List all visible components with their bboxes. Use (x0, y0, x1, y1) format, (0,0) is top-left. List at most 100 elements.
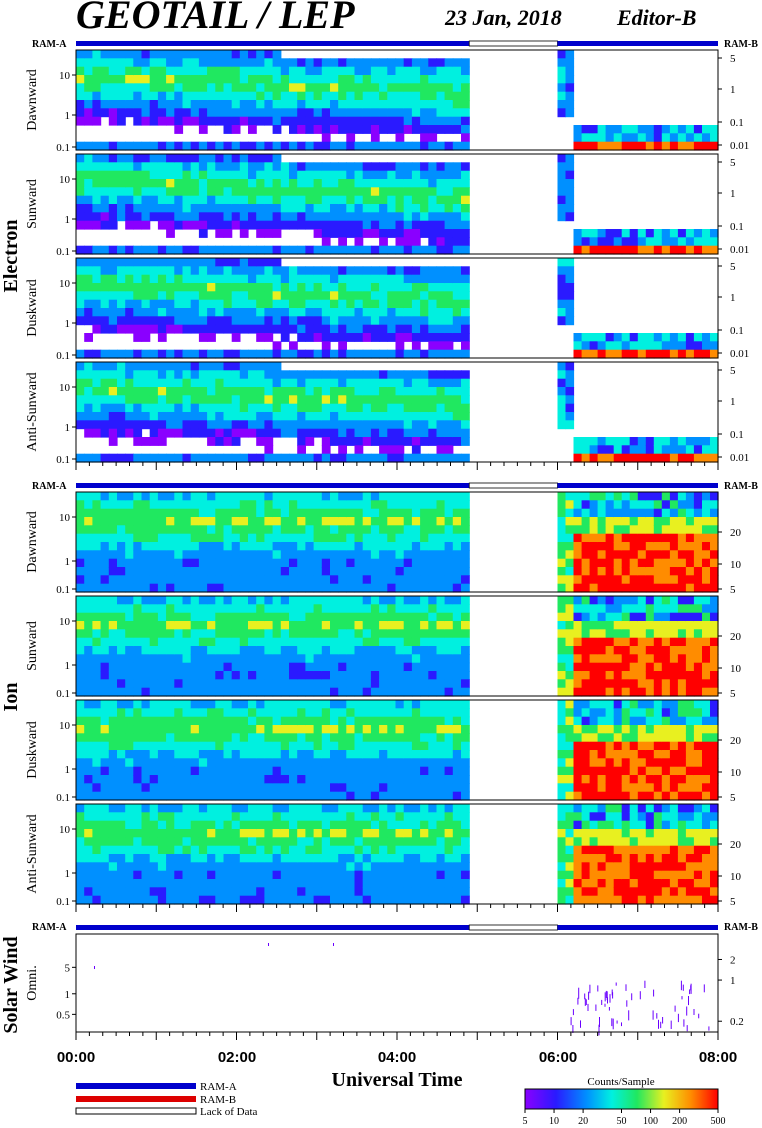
heatmap-cell (645, 700, 655, 709)
heatmap-cell (289, 420, 298, 430)
heatmap-cell (565, 395, 575, 405)
heatmap-cell (436, 437, 446, 446)
heatmap-cell (411, 700, 421, 709)
heatmap-cell (597, 133, 607, 143)
heatmap-cell (239, 525, 249, 535)
heatmap-cell (256, 437, 265, 446)
heatmap-cell (157, 804, 167, 813)
heatmap-cell (76, 492, 85, 501)
heatmap-cell (354, 187, 364, 197)
heatmap-cell (653, 550, 663, 560)
heatmap-cell (653, 733, 663, 743)
heatmap-cell (436, 370, 446, 380)
heatmap-cell (362, 758, 372, 768)
heatmap-cell (693, 637, 703, 647)
heatmap-cell (166, 725, 175, 734)
heatmap-cell (207, 324, 216, 334)
heatmap-cell (693, 596, 703, 605)
heatmap-cell (289, 83, 298, 93)
heatmap-cell (305, 299, 315, 309)
heatmap-cell (597, 750, 607, 759)
heatmap-cell (239, 283, 249, 292)
heatmap-cell (645, 445, 655, 455)
heatmap-cell (346, 662, 356, 672)
heatmap-cell (321, 91, 331, 101)
heatmap-cell (215, 550, 225, 560)
heatmap-cell (557, 783, 567, 793)
heatmap-cell (84, 837, 93, 847)
heatmap-cell (305, 612, 315, 622)
heatmap-cell (370, 791, 380, 801)
heatmap-cell (403, 733, 413, 743)
heatmap-cell (338, 237, 347, 247)
heatmap-cell (346, 266, 356, 276)
heatmap-cell (297, 629, 306, 639)
heatmap-cell (330, 525, 339, 535)
heatmap-cell (354, 299, 364, 309)
heatmap-cell (565, 533, 575, 543)
heatmap-cell (565, 629, 575, 639)
heatmap-cell (125, 804, 134, 813)
heatmap-cell (198, 50, 208, 59)
heatmap-cell (379, 542, 388, 551)
heatmap-cell (256, 629, 265, 639)
heatmap-cell (84, 687, 93, 697)
heatmap-cell (157, 83, 167, 93)
heatmap-cell (403, 437, 413, 446)
heatmap-cell (685, 708, 695, 718)
heatmap-cell (157, 887, 167, 897)
heatmap-cell (637, 533, 647, 543)
heatmap-cell (272, 791, 282, 801)
heatmap-cell (157, 453, 167, 463)
heatmap-cell (157, 316, 167, 326)
y-right-tick-label: 1 (730, 84, 736, 96)
heatmap-cell (223, 308, 233, 317)
heatmap-cell (157, 220, 167, 230)
heatmap-cell (239, 679, 249, 689)
heatmap-cell (444, 750, 454, 759)
heatmap-cell (198, 58, 208, 68)
heatmap-cell (76, 245, 85, 255)
heatmap-cell (661, 766, 671, 776)
heatmap-cell (157, 829, 167, 838)
heatmap-cell (661, 662, 671, 672)
heatmap-cell (677, 629, 687, 639)
heatmap-cell (629, 671, 639, 680)
heatmap-cell (597, 453, 607, 463)
heatmap-cell (313, 91, 323, 101)
heatmap-cell (420, 508, 429, 518)
heatmap-cell (305, 308, 315, 317)
heatmap-cell (182, 453, 192, 463)
heatmap-cell (557, 266, 567, 276)
heatmap-cell (354, 671, 364, 680)
heatmap-cell (166, 637, 175, 647)
heatmap-cell (157, 91, 167, 101)
heatmap-cell (256, 687, 265, 697)
heatmap-cell (157, 274, 167, 284)
heatmap-cell (677, 612, 687, 622)
heatmap-cell (166, 378, 175, 388)
heatmap-cell (297, 316, 306, 326)
heatmap-cell (280, 75, 290, 84)
heatmap-cell (149, 671, 159, 680)
heatmap-cell (182, 108, 192, 118)
heatmap-cell (710, 662, 719, 672)
heatmap-cell (354, 492, 364, 501)
y-tick-label: 1 (65, 556, 71, 568)
heatmap-cell (92, 220, 102, 230)
heatmap-cell (84, 428, 93, 438)
heatmap-cell (182, 195, 192, 205)
heatmap-cell (589, 679, 599, 689)
heatmap-cell (330, 370, 339, 380)
heatmap-cell (231, 283, 241, 292)
heatmap-cell (133, 766, 143, 776)
heatmap-cell (289, 517, 298, 526)
heatmap-cell (669, 629, 679, 639)
heatmap-cell (125, 812, 134, 822)
heatmap-cell (379, 654, 388, 664)
heatmap-cell (637, 621, 647, 630)
heatmap-cell (387, 725, 397, 734)
heatmap-cell (597, 492, 607, 501)
heatmap-cell (321, 179, 331, 188)
heatmap-cell (581, 533, 591, 543)
